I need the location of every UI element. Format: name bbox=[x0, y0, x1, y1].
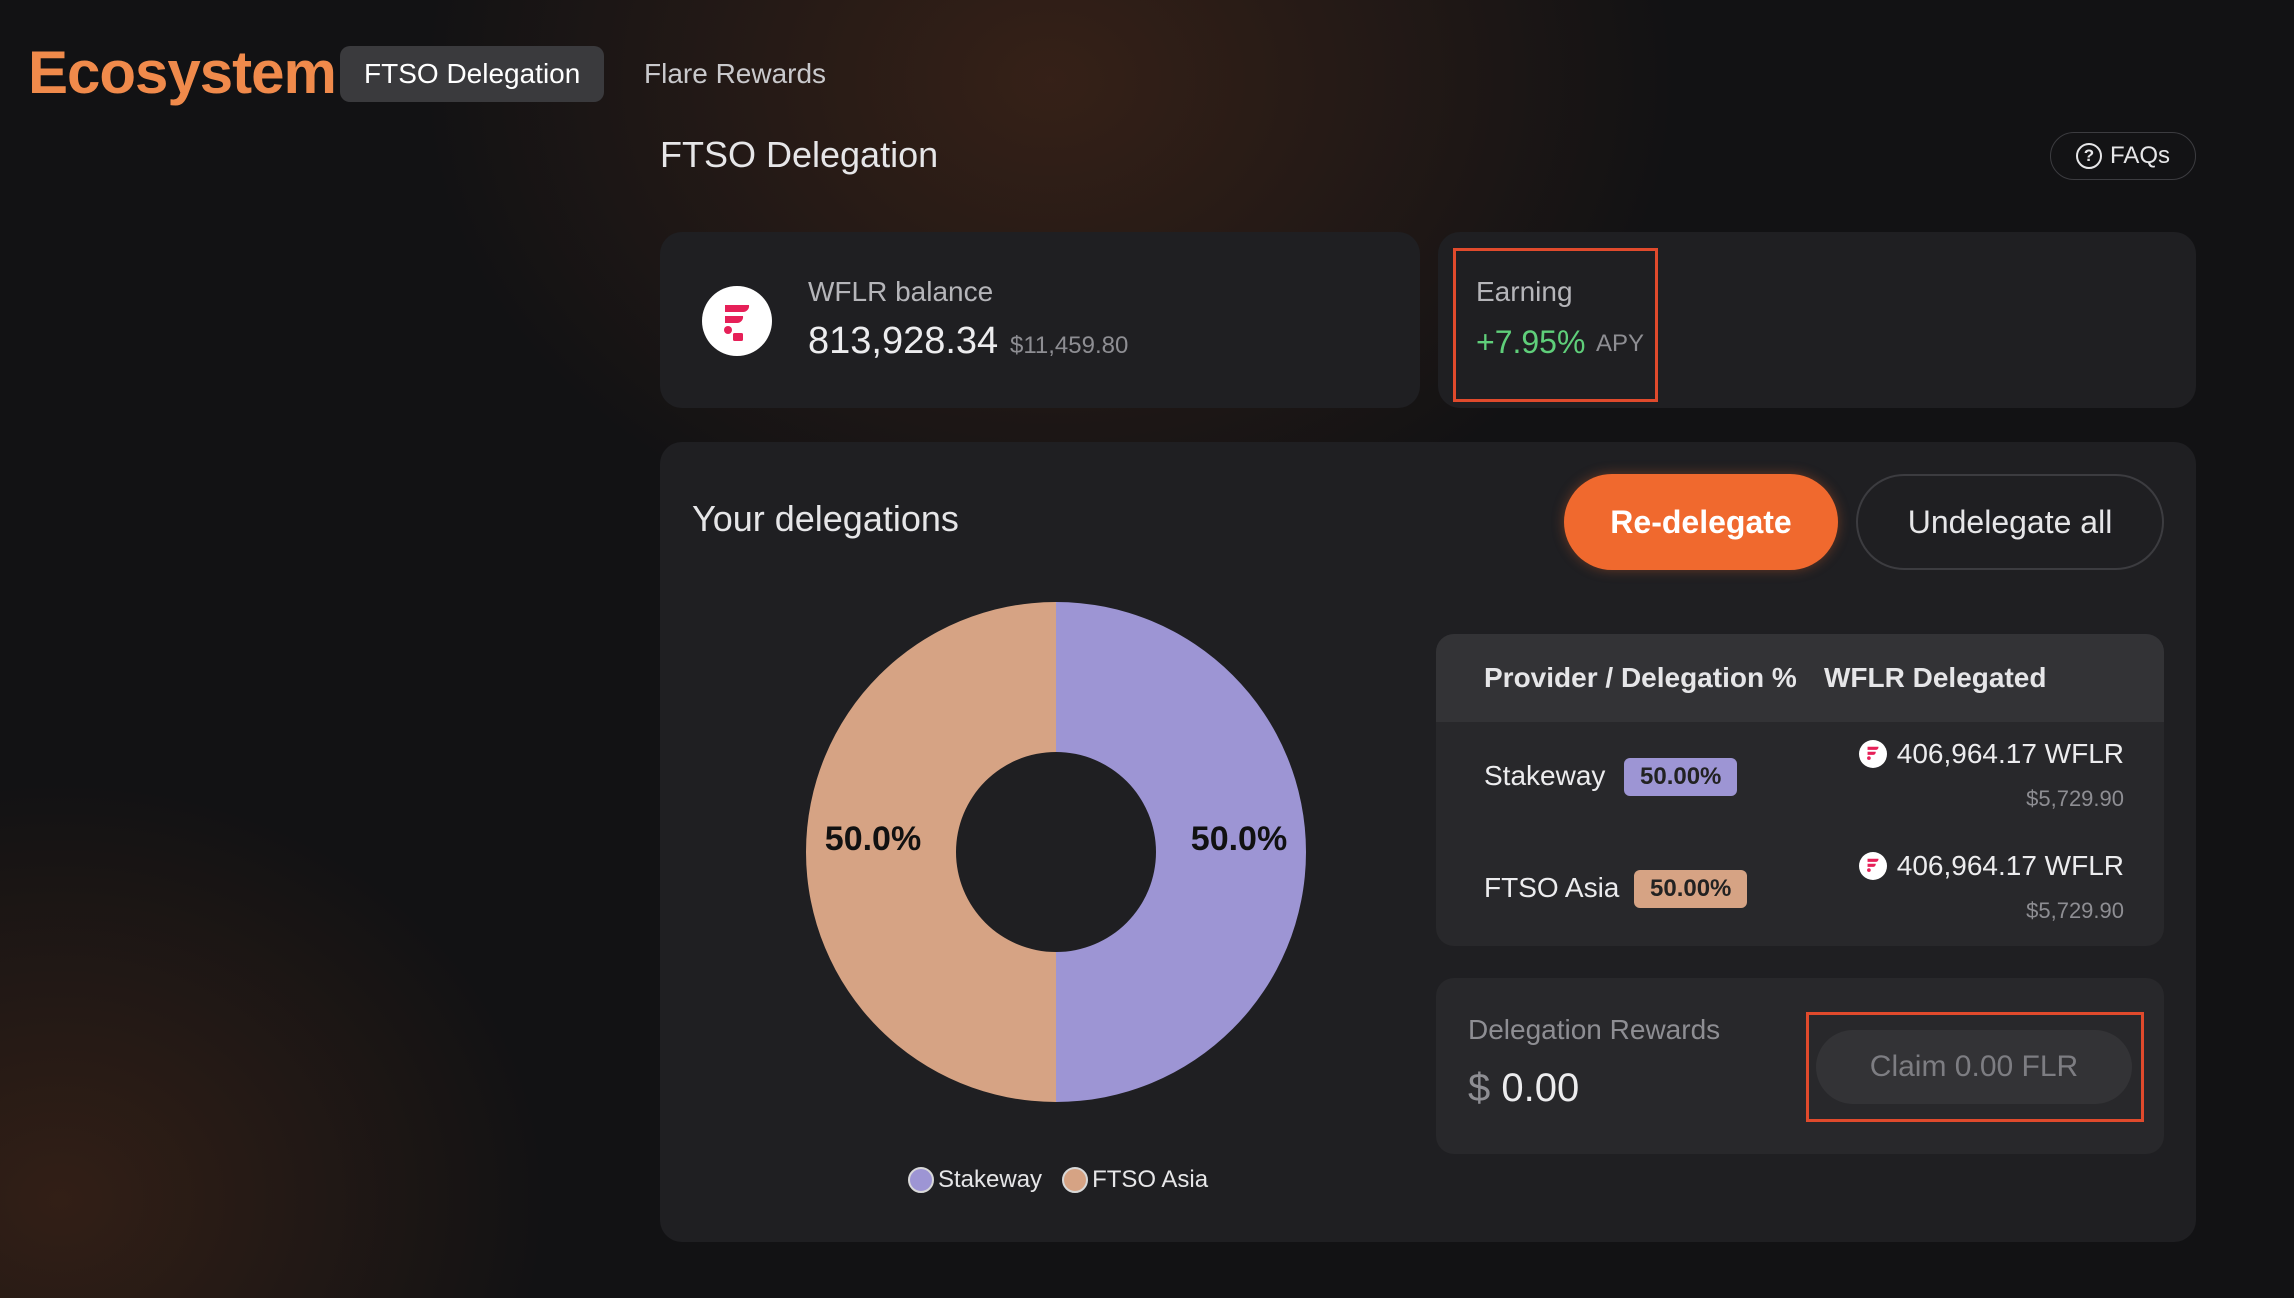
delegated-usd: $5,729.90 bbox=[2026, 898, 2124, 923]
delegation-pct-badge: 50.00% bbox=[1634, 870, 1748, 908]
faqs-button[interactable]: ? FAQs bbox=[2050, 132, 2196, 180]
earning-apy-value: +7.95% bbox=[1476, 324, 1586, 360]
claim-rewards-button[interactable]: Claim 0.00 FLR bbox=[1816, 1030, 2132, 1104]
table-row: Stakeway 50.00% 406,964.17 WFLR $5,729.9… bbox=[1436, 722, 2164, 832]
delegated-amount: 406,964.17 WFLR bbox=[1858, 850, 2124, 882]
legend-label-stakeway: Stakeway bbox=[938, 1166, 1043, 1193]
delegation-donut-chart: 50.0% 50.0% bbox=[806, 602, 1306, 1102]
header-wflr-delegated: WFLR Delegated bbox=[1824, 662, 2047, 693]
balance-usd-value: $11,459.80 bbox=[1010, 332, 1129, 359]
delegations-card: Your delegations Re-delegate Undelegate … bbox=[660, 442, 2196, 1242]
undelegate-all-button[interactable]: Undelegate all bbox=[1856, 474, 2164, 570]
tab-ftso-delegation[interactable]: FTSO Delegation bbox=[340, 46, 605, 102]
delegated-amount-text: 406,964.17 WFLR bbox=[1896, 850, 2124, 881]
delegated-usd: $5,729.90 bbox=[2026, 786, 2124, 811]
apy-unit: APY bbox=[1596, 330, 1645, 357]
donut-label-ftso-asia: 50.0% bbox=[825, 820, 921, 858]
question-circle-icon: ? bbox=[2075, 143, 2102, 169]
rewards-label: Delegation Rewards bbox=[1468, 1014, 1721, 1045]
delegated-amount-text: 406,964.17 WFLR bbox=[1896, 738, 2124, 769]
balance-label: WFLR balance bbox=[808, 276, 994, 307]
legend-dot-ftso-asia bbox=[1062, 1167, 1089, 1193]
earning-label: Earning bbox=[1476, 276, 1573, 307]
rewards-amount: 0.00 bbox=[1501, 1066, 1580, 1110]
donut-slice-stakeway bbox=[1056, 602, 1306, 1102]
provider-name: FTSO Asia bbox=[1484, 872, 1620, 903]
delegated-amount: 406,964.17 WFLR bbox=[1858, 738, 2124, 770]
wflr-token-icon bbox=[1858, 852, 1887, 880]
table-header: Provider / Delegation % WFLR Delegated bbox=[1436, 634, 2164, 722]
provider-name: Stakeway bbox=[1484, 760, 1606, 791]
wflr-token-icon bbox=[1858, 740, 1887, 768]
wflr-token-icon bbox=[702, 286, 772, 356]
wflr-balance-card: WFLR balance 813,928.34 $11,459.80 bbox=[660, 232, 1420, 408]
brand-logo-text: Ecosystem bbox=[28, 39, 337, 106]
donut-slice-ftso-asia bbox=[806, 602, 1056, 1102]
chart-legend: Stakeway FTSO Asia bbox=[908, 1166, 1208, 1194]
rewards-currency: $ bbox=[1468, 1066, 1491, 1110]
legend-item-stakeway[interactable]: Stakeway bbox=[908, 1166, 1042, 1194]
faqs-label: FAQs bbox=[2109, 142, 2170, 169]
delegation-pct-badge: 50.00% bbox=[1624, 758, 1738, 796]
donut-label-stakeway: 50.0% bbox=[1191, 820, 1287, 858]
delegation-table: Provider / Delegation % WFLR Delegated S… bbox=[1436, 634, 2164, 946]
table-row: FTSO Asia 50.00% 406,964.17 WFLR $5,729.… bbox=[1436, 834, 2164, 944]
page-title: FTSO Delegation bbox=[660, 134, 939, 175]
re-delegate-button[interactable]: Re-delegate bbox=[1564, 474, 1838, 570]
delegation-rewards-card: Delegation Rewards $ 0.00 Claim 0.00 FLR bbox=[1436, 978, 2164, 1154]
balance-value: 813,928.34 bbox=[808, 320, 999, 362]
header-provider: Provider / Delegation % bbox=[1484, 662, 1797, 693]
rewards-value: $ 0.00 bbox=[1468, 1066, 1579, 1111]
legend-dot-stakeway bbox=[908, 1167, 934, 1193]
tab-flare-rewards[interactable]: Flare Rewards bbox=[644, 58, 827, 89]
delegations-title: Your delegations bbox=[692, 498, 959, 539]
legend-label-ftso-asia: FTSO Asia bbox=[1092, 1166, 1209, 1193]
earning-card: Earning +7.95% APY bbox=[1438, 232, 2196, 408]
legend-item-ftso-asia[interactable]: FTSO Asia bbox=[1062, 1166, 1208, 1194]
